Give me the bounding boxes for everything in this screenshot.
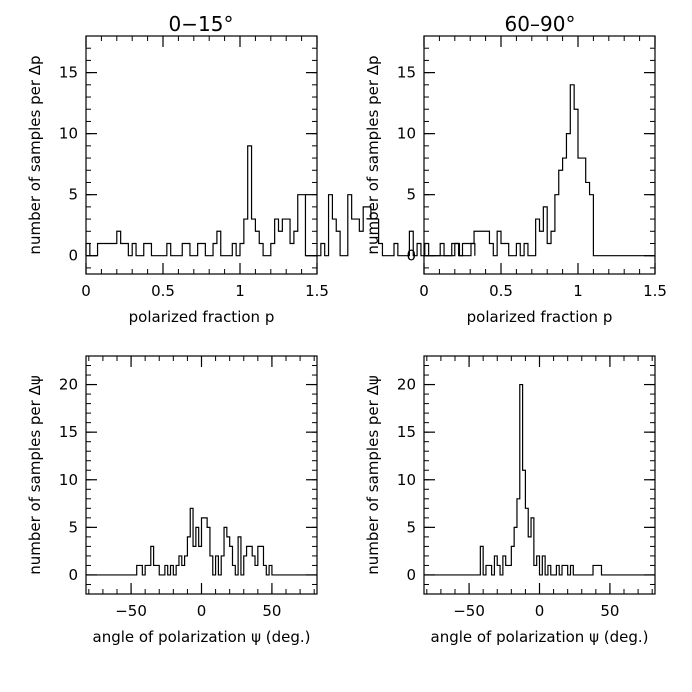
- y-tick-label: 0: [406, 566, 416, 584]
- y-tick-label: 10: [397, 125, 416, 143]
- y-tick-label: 0: [68, 247, 78, 265]
- plot-frame: [85, 35, 318, 275]
- y-axis-label: number of samples per Δψ: [26, 375, 44, 575]
- histogram-panel-top-left: 0 0.5 1 1.5 0 5 10 15 polarized fraction p number…: [26, 35, 476, 326]
- y-tick-label: 0: [68, 566, 78, 584]
- y-tick-label: 5: [406, 186, 416, 204]
- histogram-panel-bottom-left: −50 0 50 0 5 10 15 20 angle of polarization ψ (d…: [26, 355, 318, 646]
- x-tick-label: 1.5: [643, 282, 667, 300]
- x-tick-label: 0: [81, 282, 91, 300]
- y-axis-label: number of samples per Δp: [364, 55, 382, 254]
- x-tick-label: −50: [115, 602, 147, 620]
- y-tick-label: 15: [59, 64, 78, 82]
- x-tick-label: 1.5: [305, 282, 329, 300]
- x-tick-label: 0: [197, 602, 207, 620]
- y-tick-label: 10: [59, 125, 78, 143]
- y-tick-label: 20: [59, 376, 78, 394]
- y-tick-label: 15: [397, 64, 416, 82]
- x-axis-label: polarized fraction p: [467, 308, 613, 326]
- y-tick-label: 5: [68, 186, 78, 204]
- x-axis-label: polarized fraction p: [129, 308, 275, 326]
- y-axis-label: number of samples per Δψ: [364, 375, 382, 575]
- y-tick-label: 20: [397, 376, 416, 394]
- column-title-right: 60–90°: [505, 12, 576, 36]
- histogram-series: [85, 145, 476, 257]
- y-tick-label: 5: [68, 518, 78, 536]
- y-tick-label: 5: [406, 518, 416, 536]
- histogram-panel-bottom-right: −50 0 50 0 5 10 15 20 angle of polarization ψ (d…: [364, 355, 656, 646]
- y-tick-label: 15: [59, 423, 78, 441]
- x-tick-label: 1: [573, 282, 583, 300]
- y-axis-label: number of samples per Δp: [26, 55, 44, 254]
- x-axis-label: angle of polarization ψ (deg.): [431, 628, 649, 646]
- histogram-panel-top-right: 0 0.5 1 1.5 0 5 10 15 polarized fraction p number…: [364, 35, 667, 326]
- y-tick-label: 15: [397, 423, 416, 441]
- x-tick-label: 50: [600, 602, 619, 620]
- y-tick-label: 10: [59, 471, 78, 489]
- x-axis-label: angle of polarization ψ (deg.): [93, 628, 311, 646]
- x-tick-label: −50: [453, 602, 485, 620]
- x-tick-label: 0: [535, 602, 545, 620]
- plot-frame: [85, 355, 318, 595]
- x-tick-label: 0: [419, 282, 429, 300]
- x-tick-label: 0.5: [151, 282, 175, 300]
- column-title-left: 0−15°: [169, 12, 234, 36]
- x-tick-label: 0.5: [489, 282, 513, 300]
- histogram-series: [424, 84, 655, 257]
- histogram-series: [86, 507, 317, 576]
- y-tick-label: 0: [406, 247, 416, 265]
- plot-frame: [423, 35, 656, 275]
- x-tick-label: 1: [235, 282, 245, 300]
- y-tick-label: 10: [397, 471, 416, 489]
- histogram-series: [424, 383, 655, 576]
- x-tick-label: 50: [262, 602, 281, 620]
